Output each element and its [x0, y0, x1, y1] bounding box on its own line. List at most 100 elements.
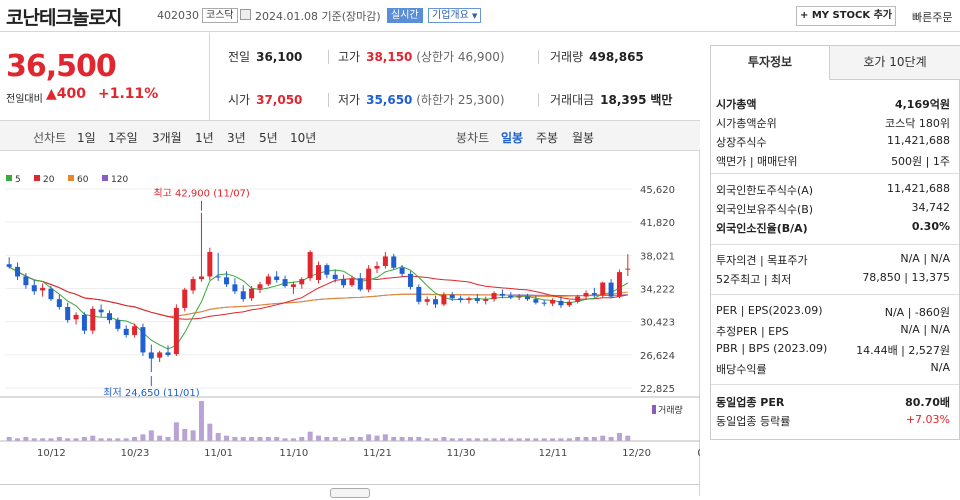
candle-body [616, 272, 622, 297]
ma-legend-label: 5 [15, 175, 21, 185]
panel-row-label: 외국인소진율(B/A) [716, 222, 808, 235]
panel-row-value: 11,421,688 [887, 182, 950, 195]
candle-body [391, 256, 397, 268]
volume-bar [90, 435, 96, 441]
quick-order-link[interactable]: 빠른주문 [912, 11, 953, 24]
tab-orderbook[interactable]: 호가 10단계 [830, 46, 960, 80]
candle-body [558, 300, 564, 306]
volume-bar [73, 438, 79, 441]
tab-3y[interactable]: 3년 [227, 131, 246, 145]
volume-bar [566, 438, 572, 441]
candle-body [324, 265, 330, 275]
panel-row-value: 80.70배 [905, 396, 950, 409]
tab-1w[interactable]: 1주일 [108, 131, 138, 145]
volume-bar [240, 437, 246, 441]
volume-bar [173, 422, 179, 441]
panel-row-label: 외국인보유주식수(B) [716, 203, 814, 216]
candlestick-svg: 5 20 60 120 45,620 41,820 38,021 34,222 30,423 26… [0, 175, 726, 459]
candle-body [123, 328, 129, 335]
volume-bar [324, 437, 330, 441]
panel-row-value: N/A | -860원 [884, 306, 950, 319]
volume-bar [81, 437, 87, 441]
candle-body [107, 313, 112, 321]
open-label: 시가 [228, 93, 251, 107]
volume-bar [399, 437, 405, 441]
candle-body [173, 307, 179, 355]
panel-row-label: 배당수익률 [716, 363, 767, 376]
volume-bar [274, 437, 280, 441]
candle-body [316, 265, 321, 280]
candle-body [499, 293, 505, 296]
ma-legend-swatch [68, 175, 74, 181]
tab-1y[interactable]: 1년 [195, 131, 214, 145]
volume-bar [341, 438, 347, 441]
tab-5y[interactable]: 5년 [259, 131, 278, 145]
volume-bar [265, 437, 271, 441]
panel-row: 외국인소진율(B/A) 0.30% [716, 220, 950, 238]
x-tick-label: 11/30 [447, 448, 476, 459]
panel-row: 동일업종 PER 80.70배 [716, 394, 950, 412]
candle-body [299, 279, 305, 285]
volume-bar [290, 438, 296, 441]
panel-row-value: 4,169억원 [894, 98, 950, 111]
tab-1d[interactable]: 1일 [77, 131, 96, 145]
volume-bar [458, 438, 464, 441]
chevron-down-icon: ▼ [472, 12, 478, 20]
candle-body [307, 252, 313, 279]
tab-daily[interactable]: 일봉 [501, 131, 524, 145]
volume-bar [449, 438, 455, 441]
candle-body [15, 266, 21, 277]
panel-row-label: 시가총액 [716, 98, 757, 111]
volume-bar [215, 433, 221, 441]
panel-row: 시가총액 4,169억원 [716, 96, 950, 114]
chart-resize-handle[interactable] [330, 488, 370, 498]
panel-row-value: 0.30% [911, 220, 950, 233]
volume-bar [374, 435, 380, 441]
current-price: 36,500 [6, 49, 117, 84]
candle-body [257, 284, 263, 289]
volume-bar [98, 438, 104, 441]
volume-bar [140, 434, 146, 441]
volume-bar [282, 438, 288, 441]
candle-body [550, 300, 556, 304]
candle-body [65, 307, 71, 321]
market-tag: 코스닥 [202, 8, 238, 23]
ma-legend-label: 20 [43, 175, 55, 185]
base-date: 2024.01.08 기준(장마감) [255, 10, 381, 23]
clock-icon [240, 9, 251, 20]
tab-investment-info[interactable]: 투자정보 [711, 46, 830, 80]
tab-3m[interactable]: 3개월 [152, 131, 182, 145]
panel-row-value: 78,850 | 13,375 [862, 271, 950, 284]
add-my-stock-button[interactable]: + MY STOCK 추가 [796, 6, 896, 26]
candle-body [56, 299, 62, 308]
volume-bar [123, 438, 129, 441]
panel-row-value: +7.03% [905, 413, 950, 426]
stock-header: 코난테크놀로지 402030 코스닥 2024.01.08 기준(장마감) 실시… [0, 0, 960, 32]
prev-close: 전일 36,100 [228, 48, 302, 65]
candle-body [207, 252, 213, 277]
panel-row: PER | EPS(2023.09) N/A | -860원 [716, 304, 950, 322]
prev-value: 36,100 [256, 50, 303, 64]
volume-bar [65, 438, 71, 441]
y-tick-label: 22,825 [640, 384, 675, 395]
panel-row-label: 추정PER | EPS [716, 325, 789, 338]
tab-monthly[interactable]: 월봉 [572, 131, 595, 145]
volume-bar [148, 430, 154, 441]
realtime-tag[interactable]: 실시간 [387, 8, 423, 23]
panel-row: 액면가 | 매매단위 500원 | 1주 [716, 153, 950, 171]
candle-body [157, 352, 163, 358]
price-chart[interactable]: 5 20 60 120 45,620 41,820 38,021 34,222 30,423 26… [0, 151, 726, 496]
tab-weekly[interactable]: 주봉 [536, 131, 559, 145]
x-tick-label: 11/01 [204, 448, 233, 459]
panel-row-label: 투자의견 | 목표주가 [716, 254, 808, 267]
panel-row: PBR | BPS (2023.09) 14.44배 | 2,527원 [716, 342, 950, 360]
volume-bar [525, 438, 530, 441]
company-overview-tag[interactable]: 기업개요 ▼ [428, 8, 482, 23]
tab-10y[interactable]: 10년 [290, 131, 317, 145]
y-tick-label: 30,423 [640, 318, 675, 329]
ma-legend-label: 120 [111, 175, 128, 185]
candle-body [182, 289, 188, 308]
candle-body [48, 288, 54, 300]
volume-bar [316, 435, 321, 441]
volume-bar [366, 434, 372, 441]
